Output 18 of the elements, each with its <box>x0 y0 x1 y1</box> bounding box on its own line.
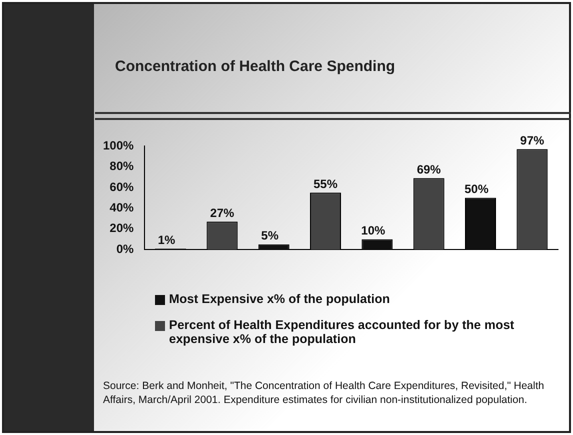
data-label: 69% <box>416 162 442 176</box>
data-label: 10% <box>361 224 386 238</box>
source-note: Source: Berk and Monheit, "The Concentration of Health Care Expenditures, Revisited," Health Affairs, March/April 2001. Expenditure estimates for civilian non-institutionalized population. <box>103 380 546 408</box>
y-tick-label: 80% <box>110 159 134 174</box>
data-label: 27% <box>210 206 235 220</box>
y-tick-label: 60% <box>110 180 134 194</box>
y-tick-label: 0% <box>116 242 134 256</box>
data-label: 50% <box>464 182 489 196</box>
legend-label: Most Expensive x% of the population <box>169 292 390 306</box>
legend-label: Percent of Health Expenditures accounted for by the most expensive x% of the population <box>169 318 516 346</box>
y-tick-label: 100% <box>102 138 134 152</box>
data-label: 5% <box>261 228 279 243</box>
y-tick-label: 40% <box>110 200 134 214</box>
data-label: 55% <box>314 176 338 191</box>
data-label: 97% <box>520 133 544 148</box>
y-tick-label: 20% <box>110 221 134 236</box>
chart-title: Concentration of Health Care Spending <box>115 58 396 75</box>
data-label: 1% <box>158 232 176 247</box>
